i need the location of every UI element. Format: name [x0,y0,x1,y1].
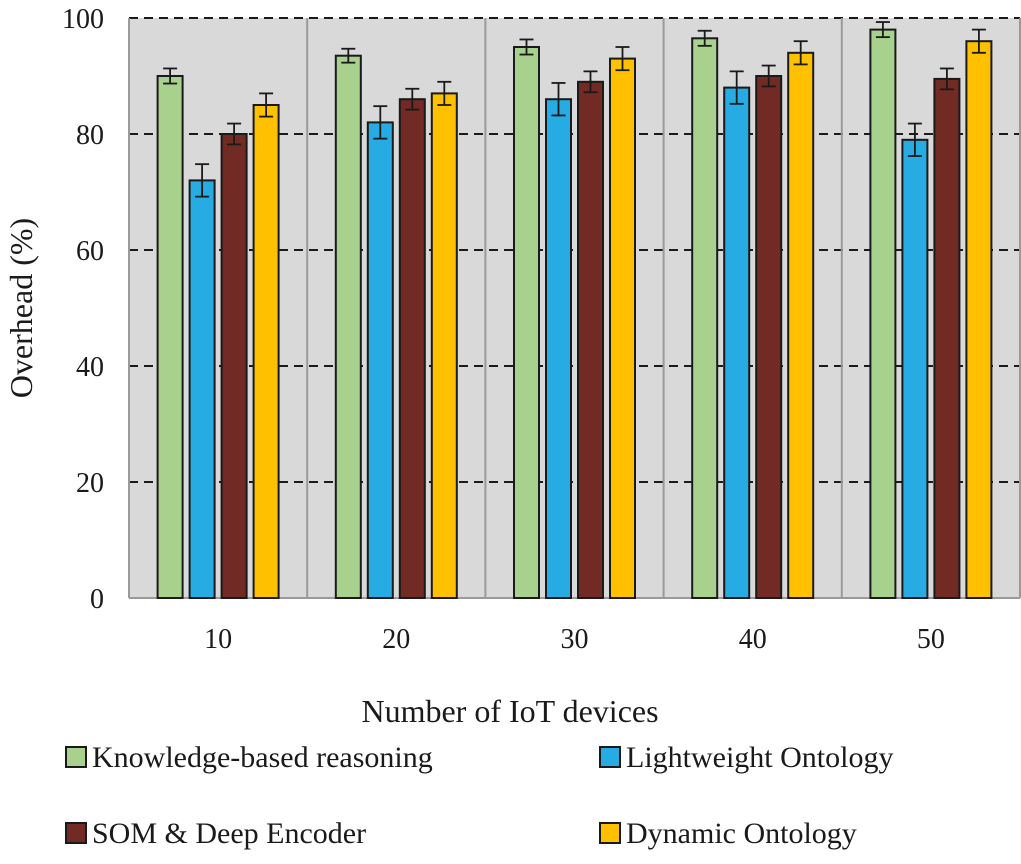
y-tick-label: 20 [76,468,104,499]
y-tick-label: 80 [76,120,104,151]
bar [755,75,783,599]
y-tick-label: 0 [90,584,104,615]
y-tick-label: 100 [62,4,104,35]
bar [188,179,216,599]
bar [869,28,897,600]
y-tick-label: 60 [76,236,104,267]
group-separators [128,18,1021,598]
legend-label: SOM & Deep Encoder [92,817,366,850]
legend-swatch [65,746,87,768]
bar [366,121,394,600]
x-tick-label: 50 [917,624,945,655]
x-axis-title: Number of IoT devices [361,693,658,729]
bar [545,98,572,599]
bar [430,92,458,600]
legend-swatch [65,822,87,844]
legend-label: Knowledge-based reasoning [92,741,433,774]
bar [252,104,280,599]
bars [156,21,993,600]
x-tick-label: 20 [382,624,410,655]
bar [577,80,604,600]
x-tick-label: 30 [561,624,589,655]
y-tick-labels: 0 20 40 60 80 100 [62,4,104,615]
bar [901,138,929,600]
legend-label: Dynamic Ontology [626,817,857,850]
bar [220,133,248,599]
bar [398,98,426,599]
bar [513,46,540,599]
legend-swatch [599,822,621,844]
x-tick-label: 10 [204,624,232,655]
bar [965,40,993,599]
y-tick-label: 40 [76,352,104,383]
legend-label: Lightweight Ontology [626,741,893,774]
bar [334,54,362,599]
x-tick-labels: 10 20 30 40 50 [204,624,945,655]
y-axis-title: Overhead (%) [3,218,39,398]
bar [723,86,751,599]
bar [691,37,719,600]
bar [787,51,815,600]
bar [156,75,184,599]
bar [933,77,961,599]
x-tick-label: 40 [739,624,767,655]
legend-swatch [599,746,621,768]
bar [609,57,636,600]
legend: Knowledge-based reasoning Lightweight Ont… [65,741,893,850]
